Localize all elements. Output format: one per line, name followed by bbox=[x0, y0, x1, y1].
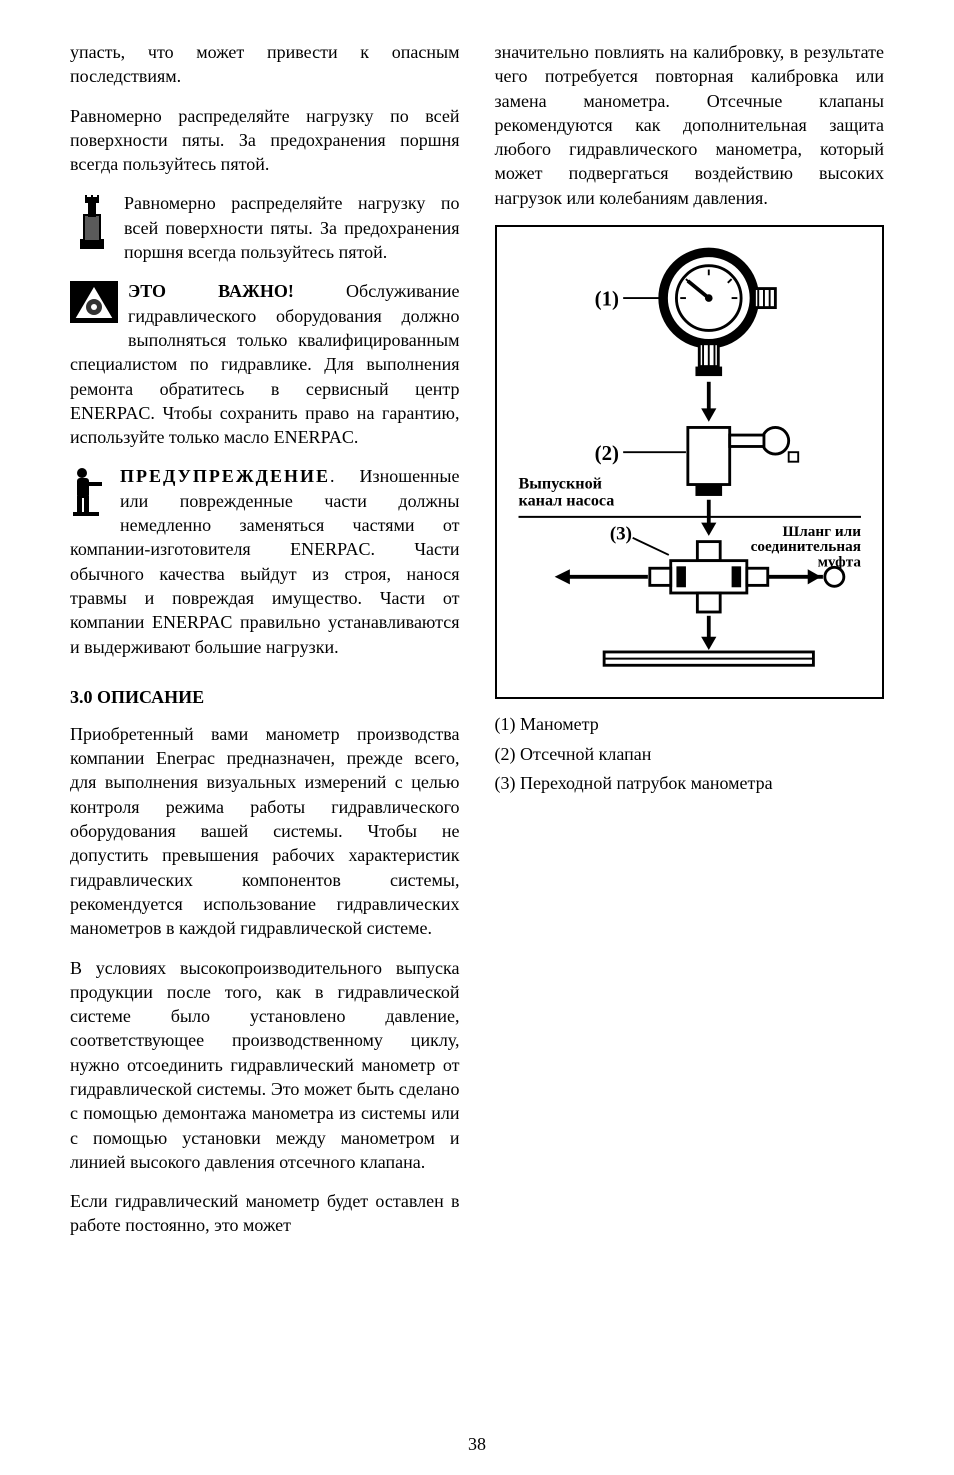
lead-bold: ЭТО ВАЖНО! bbox=[128, 281, 294, 301]
figure-diagram: (1) bbox=[495, 225, 885, 699]
legend-item: (1) Манометр bbox=[495, 711, 885, 739]
paragraph: Приобретенный вами манометр производства… bbox=[70, 722, 460, 941]
paragraph-text: Обслуживание гидравлического оборудовани… bbox=[70, 281, 460, 447]
icon-paragraph-jack: Равномерно распределяйте нагрузку по все… bbox=[70, 191, 460, 264]
lead-spaced-bold: ПРЕДУПРЕЖДЕНИЕ bbox=[120, 466, 330, 486]
paragraph-text: Изношенные или поврежденные части должны… bbox=[70, 466, 460, 656]
icon-paragraph-warning: ЭТО ВАЖНО! Обслуживание гидравлического … bbox=[70, 279, 460, 449]
paragraph: В условиях высокопроизводительного выпус… bbox=[70, 956, 460, 1175]
jack-icon bbox=[70, 193, 114, 257]
legend-item: (2) Отсечной клапан bbox=[495, 741, 885, 769]
svg-text:(1): (1) bbox=[594, 287, 618, 311]
icon-paragraph-caution: ПРЕДУПРЕЖДЕНИЕ. Изношенные или поврежден… bbox=[70, 464, 460, 658]
svg-text:(2): (2) bbox=[594, 441, 618, 465]
paragraph: Если гидравлический манометр будет остав… bbox=[70, 1189, 460, 1238]
svg-text:канал насоса: канал насоса bbox=[518, 493, 614, 510]
document-page: упасть, что может привести к опасным пос… bbox=[0, 0, 954, 1475]
paragraph: Равномерно распределяйте нагрузку по все… bbox=[70, 104, 460, 177]
legend-item: (3) Переходной патрубок манометра bbox=[495, 770, 885, 798]
danger-triangle-icon bbox=[70, 281, 118, 329]
paragraph: значительно повлиять на калибровку, в ре… bbox=[495, 40, 885, 210]
two-column-layout: упасть, что может привести к опасным пос… bbox=[70, 40, 884, 1253]
paragraph-text: Равномерно распределяйте нагрузку по все… bbox=[124, 193, 460, 262]
left-column: упасть, что может привести к опасным пос… bbox=[70, 40, 460, 1253]
page-number: 38 bbox=[0, 1434, 954, 1455]
svg-text:Выпускной: Выпускной bbox=[518, 475, 601, 492]
caution-person-icon bbox=[70, 466, 110, 522]
section-heading: 3.0 ОПИСАНИЕ bbox=[70, 687, 460, 708]
paragraph: упасть, что может привести к опасным пос… bbox=[70, 40, 460, 89]
right-column: значительно повлиять на калибровку, в ре… bbox=[495, 40, 885, 1253]
gauge-assembly-diagram: (1) bbox=[509, 241, 871, 679]
figure-legend: (1) Манометр (2) Отсечной клапан (3) Пер… bbox=[495, 711, 885, 799]
svg-text:(3): (3) bbox=[609, 524, 631, 545]
